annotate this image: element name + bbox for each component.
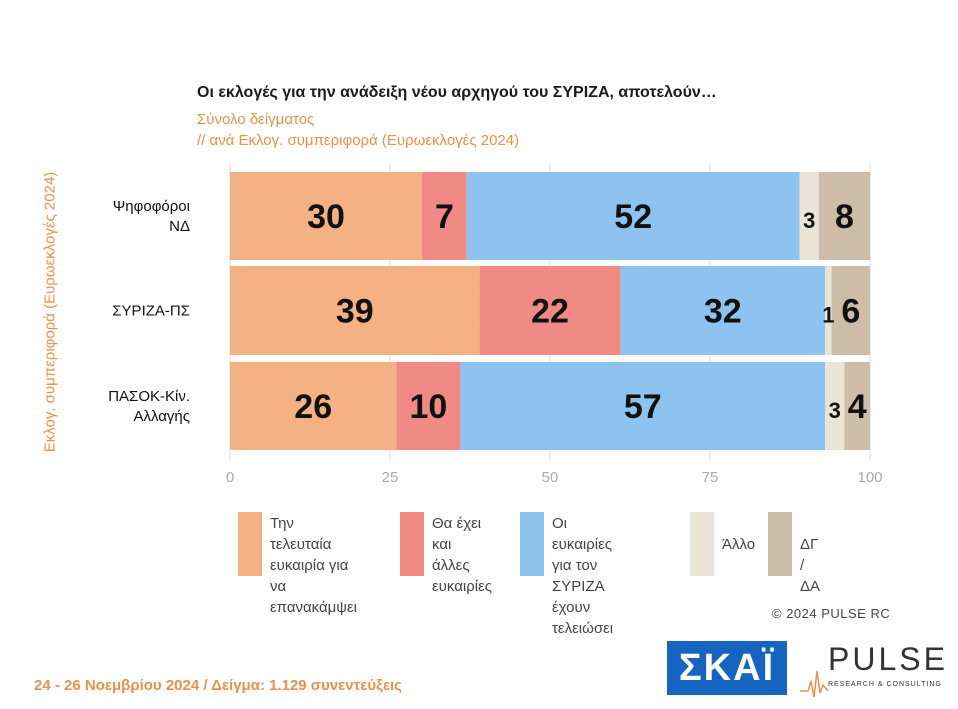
data-label: 32: [704, 293, 742, 331]
bar-segment: [831, 266, 870, 355]
chart-title: Οι εκλογές για την ανάδειξη νέου αρχηγού…: [197, 84, 717, 101]
data-label: 39: [336, 293, 374, 331]
legend-label: ΔΓ / ΔΑ: [800, 535, 821, 595]
data-label: 52: [614, 198, 652, 236]
category-label: ΠΑΣΟΚ-Κίν.: [108, 388, 190, 405]
bar-segment: [460, 362, 826, 450]
legend-label: Θα έχει και άλλες ευκαιρίες: [432, 514, 492, 595]
bar-segment: [422, 172, 467, 260]
x-tick-label: 50: [542, 469, 559, 486]
pulse-wave-icon: [800, 670, 829, 698]
category-label: Ψηφοφόροι: [113, 198, 190, 215]
data-label: 4: [848, 388, 867, 426]
bar-segment: [396, 362, 461, 450]
x-tick-label: 100: [857, 469, 882, 486]
category-label: Αλλαγής: [133, 408, 190, 425]
bar-segment: [479, 266, 621, 355]
bar-segment: [230, 172, 422, 260]
pulse-logo: PULSE RESEARCH & CONSULTING: [800, 641, 945, 699]
x-tick-label: 25: [382, 469, 399, 486]
legend-swatch: [690, 512, 714, 576]
bar-segment: [799, 172, 819, 260]
data-label: 7: [435, 198, 454, 236]
bar-segment: [230, 362, 397, 450]
x-tick-label: 75: [702, 469, 719, 486]
survey-footer: 24 - 26 Νοεμβρίου 2024 / Δείγμα: 1.129 σ…: [34, 677, 402, 694]
copyright-text: © 2024 PULSE RC: [772, 606, 891, 621]
data-label: 26: [294, 388, 332, 426]
bar-segment: [825, 266, 832, 355]
data-label: 10: [409, 388, 447, 426]
pulse-logo-text: PULSE: [828, 641, 948, 677]
data-label: 30: [307, 198, 345, 236]
bar-segment: [844, 362, 870, 450]
data-label: 1: [822, 303, 834, 328]
chart-subtitle: Σύνολο δείγματος // ανά Εκλογ. συμπεριφο…: [197, 109, 519, 151]
subtitle-line-2: // ανά Εκλογ. συμπεριφορά (Ευρωεκλογές 2…: [197, 132, 520, 149]
data-label: 3: [803, 208, 815, 233]
data-label: 57: [624, 388, 662, 426]
data-label: 8: [835, 198, 854, 236]
bar-segment: [466, 172, 800, 260]
category-label: ΣΥΡΙΖΑ-ΠΣ: [112, 303, 190, 320]
legend-label: Οι ευκαιρίες για τον ΣΥΡΙΖΑ έχουν τελειώ…: [552, 514, 614, 637]
legend-swatch: [520, 512, 544, 576]
legend-label: Την τελευταία ευκαιρία για να επανακάμψε…: [270, 514, 358, 616]
subtitle-line-1: Σύνολο δείγματος: [197, 111, 315, 128]
legend-label: Άλλο: [722, 535, 756, 553]
data-label: 6: [841, 293, 860, 331]
x-tick-label: 0: [226, 469, 234, 486]
data-label: 22: [531, 293, 569, 331]
legend-swatch: [238, 512, 262, 576]
pulse-logo-subtext: RESEARCH & CONSULTING: [828, 681, 942, 688]
bar-segment: [825, 362, 845, 450]
legend-swatch: [768, 512, 792, 576]
legend-swatch: [400, 512, 424, 576]
bar-segment: [818, 172, 870, 260]
bar-segment: [620, 266, 826, 355]
data-label: 3: [829, 398, 841, 423]
skai-logo: ΣΚΑΪ: [667, 641, 787, 695]
chart-legend: Την τελευταία ευκαιρία για να επανακάμψε…: [238, 510, 878, 637]
bar-segment: [230, 266, 480, 355]
category-label: ΝΔ: [169, 218, 190, 235]
